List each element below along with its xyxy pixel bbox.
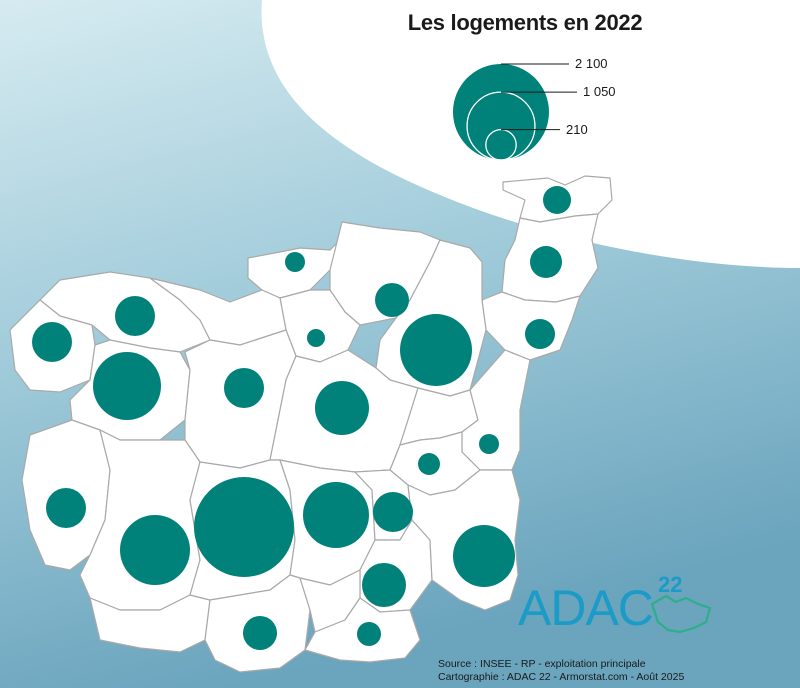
housing-bubble xyxy=(243,616,277,650)
housing-bubble xyxy=(303,482,369,548)
legend-circles xyxy=(453,63,577,161)
housing-bubble xyxy=(400,314,472,386)
housing-bubble xyxy=(362,563,406,607)
housing-bubble xyxy=(418,453,440,475)
legend-label-large: 2 100 xyxy=(575,56,608,71)
adac-logo: ADAC 22 xyxy=(518,572,718,648)
legend-label-small: 210 xyxy=(566,121,588,137)
logo-map-outline xyxy=(650,594,712,634)
legend-label-medium: 1 050 xyxy=(583,84,616,100)
housing-bubble xyxy=(357,622,381,646)
housing-bubble xyxy=(453,525,515,587)
housing-bubble xyxy=(543,186,571,214)
housing-bubble xyxy=(530,246,562,278)
housing-bubble xyxy=(525,319,555,349)
housing-bubble xyxy=(373,492,413,532)
housing-bubble xyxy=(93,352,161,420)
housing-bubble xyxy=(307,329,325,347)
legend-title: Les logements en 2022 xyxy=(407,10,643,35)
logo-text: ADAC xyxy=(518,580,654,636)
housing-bubble xyxy=(375,283,409,317)
housing-bubble xyxy=(315,381,369,435)
housing-bubble xyxy=(46,488,86,528)
source-line: Source : INSEE - RP - exploitation princ… xyxy=(438,658,646,670)
logo-number: 22 xyxy=(658,572,683,597)
housing-bubble xyxy=(32,322,72,362)
housing-bubble xyxy=(224,368,264,408)
credit-line: Cartographie : ADAC 22 - Armorstat.com -… xyxy=(438,671,685,683)
housing-bubble xyxy=(479,434,499,454)
legend-circle xyxy=(453,64,549,160)
housing-bubble xyxy=(194,477,294,577)
housing-bubble xyxy=(285,252,305,272)
source-note: Source : INSEE - RP - exploitation princ… xyxy=(438,658,684,684)
bubbles-layer xyxy=(32,186,571,650)
housing-bubble xyxy=(120,515,190,585)
housing-bubble xyxy=(115,296,155,336)
